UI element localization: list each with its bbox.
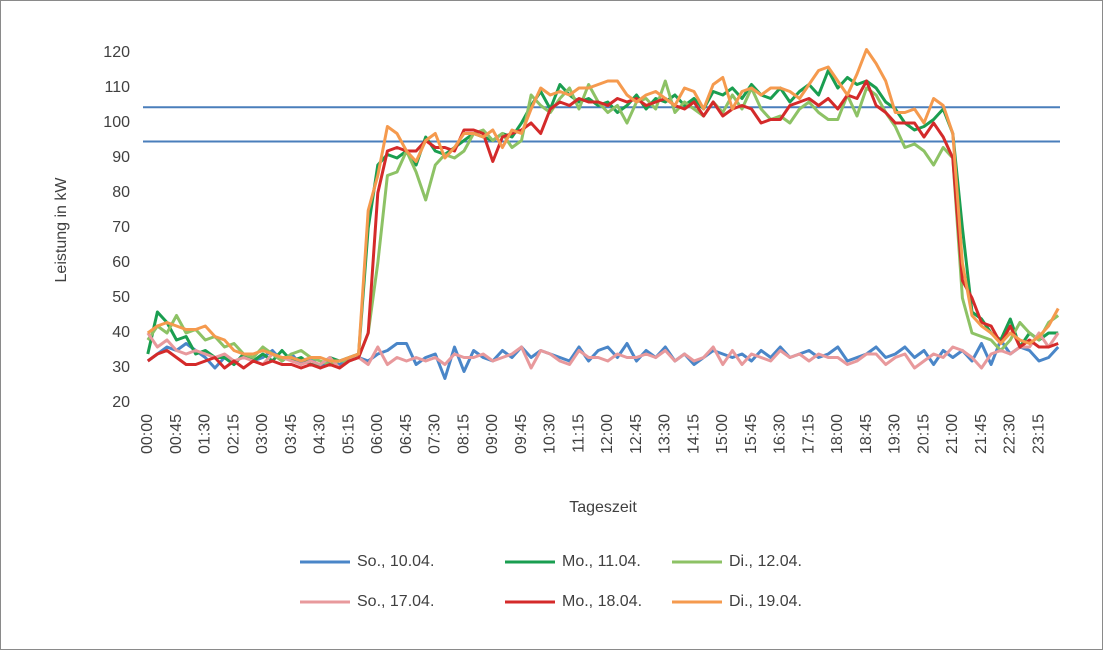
y-axis-title: Leistung in kW (53, 177, 70, 283)
series-line (146, 48, 1060, 363)
x-tick-label: 19:30 (887, 414, 904, 454)
x-tick-label: 14:15 (685, 414, 702, 454)
x-tick-label: 06:45 (398, 414, 415, 454)
legend-label: So., 10.04. (357, 553, 434, 570)
x-tick-label: 16:30 (772, 414, 789, 454)
y-tick-label: 120 (103, 44, 130, 61)
y-tick-label: 20 (112, 394, 130, 411)
y-tick-label: 40 (112, 324, 130, 341)
x-tick-label: 05:15 (340, 414, 357, 454)
y-tick-label: 90 (112, 149, 130, 166)
legend-label: So., 17.04. (357, 593, 434, 610)
x-tick-label: 15:00 (714, 414, 731, 454)
x-tick-label: 18:45 (858, 414, 875, 454)
series-line (146, 79, 1059, 370)
x-tick-label: 06:00 (369, 414, 386, 454)
x-tick-label: 02:15 (225, 414, 242, 454)
x-tick-label: 03:45 (283, 414, 300, 454)
y-tick-label: 110 (104, 79, 130, 96)
x-tick-label: 12:00 (599, 414, 616, 454)
x-tick-label: 09:00 (484, 414, 501, 454)
y-tick-label: 30 (112, 359, 130, 376)
series-line (146, 331, 1060, 370)
y-tick-label: 100 (103, 114, 130, 131)
x-tick-label: 08:15 (455, 414, 472, 454)
x-tick-label: 00:45 (168, 414, 185, 454)
x-tick-label: 22:30 (1002, 414, 1019, 454)
x-tick-label: 12:45 (628, 414, 645, 454)
y-tick-label: 80 (112, 184, 130, 201)
x-tick-label: 04:30 (312, 414, 329, 454)
y-tick-label: 50 (112, 289, 130, 306)
x-tick-label: 17:15 (800, 414, 817, 454)
y-tick-label: 60 (112, 254, 130, 271)
legend-label: Mo., 18.04. (562, 593, 642, 610)
x-tick-label: 03:00 (254, 414, 271, 454)
x-tick-label: 01:30 (197, 414, 214, 454)
x-tick-label: 13:30 (657, 414, 674, 454)
x-tick-label: 11:15 (570, 414, 587, 453)
legend-label: Mo., 11.04. (562, 553, 641, 570)
series-line (146, 79, 1060, 366)
legend-label: Di., 19.04. (729, 593, 802, 610)
x-tick-label: 18:00 (829, 414, 846, 454)
x-tick-label: 21:45 (973, 414, 990, 454)
x-tick-label: 21:00 (944, 414, 961, 454)
x-tick-label: 09:45 (513, 414, 530, 454)
legend-label: Di., 12.04. (729, 553, 802, 570)
x-tick-label: 00:00 (139, 414, 156, 454)
x-tick-label: 20:15 (915, 414, 932, 454)
y-tick-label: 70 (112, 219, 130, 236)
x-tick-label: 15:45 (743, 414, 760, 454)
x-tick-label: 10:30 (542, 414, 559, 454)
x-axis-title: Tageszeit (569, 499, 637, 516)
x-tick-label: 07:30 (427, 414, 444, 454)
x-tick-label: 23:15 (1030, 414, 1047, 454)
